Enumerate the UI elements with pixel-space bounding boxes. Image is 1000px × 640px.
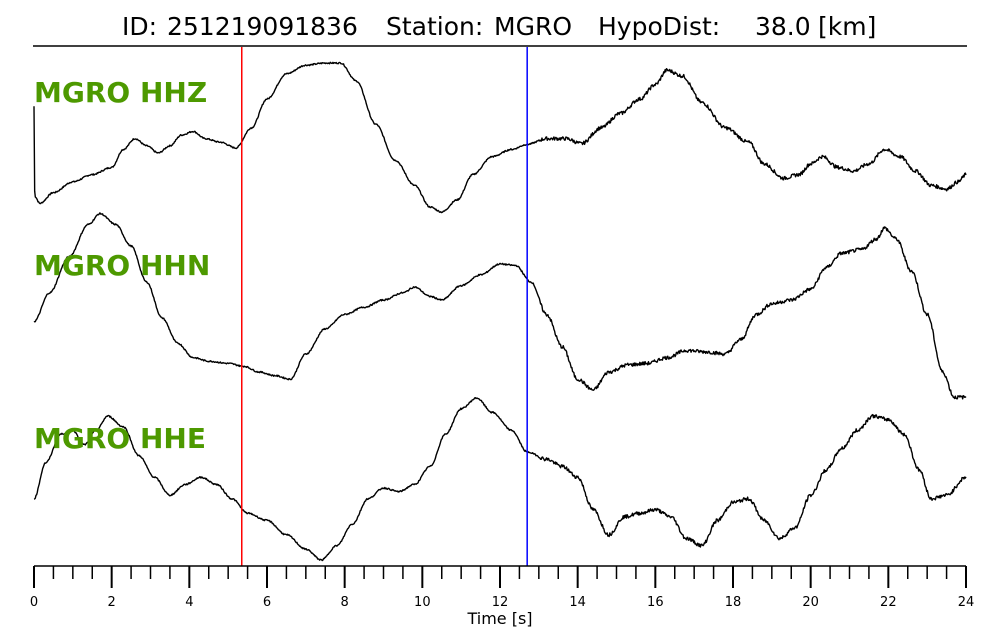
channel-label-2: MGRO HHN (34, 249, 210, 282)
marker-lines-layer (241, 47, 528, 566)
x-tick-label: 18 (725, 595, 742, 610)
title-group: ID: 251219091836 Station: MGRO HypoDist:… (122, 12, 876, 41)
title-distance-label: HypoDist: (598, 12, 720, 41)
x-axis-label: Time [s] (466, 609, 532, 628)
channel-labels-layer: MGRO HHZ MGRO HHN MGRO HHE (34, 76, 210, 455)
time-axis: 0 2 4 6 8 10 12 14 16 18 20 22 24 (30, 565, 975, 610)
title-station-value: MGRO (494, 12, 572, 41)
title-distance-unit: [km] (818, 12, 876, 41)
channel-label-3: MGRO HHE (34, 422, 206, 455)
trace-line-3 (33, 397, 967, 562)
x-tick-label: 16 (647, 595, 664, 610)
x-tick-label: 24 (958, 595, 975, 610)
x-tick-label: 6 (263, 595, 271, 610)
x-tick-label: 20 (802, 595, 819, 610)
trace-line-1 (33, 61, 967, 214)
x-tick-label: 2 (108, 595, 116, 610)
x-tick-label: 12 (492, 595, 509, 610)
x-tick-label: 14 (569, 595, 586, 610)
title-id-value: 251219091836 (167, 12, 358, 41)
x-tick-label: 22 (880, 595, 897, 610)
x-tick-label: 0 (30, 595, 38, 610)
trace-line-2 (33, 212, 967, 400)
title-station-label: Station: (386, 12, 483, 41)
x-tick-label: 8 (341, 595, 349, 610)
x-tick-label: 10 (414, 595, 431, 610)
channel-label-1: MGRO HHZ (34, 76, 207, 109)
traces-layer (33, 61, 967, 562)
title-id-label: ID: (122, 12, 157, 41)
title-distance-value: 38.0 (755, 12, 811, 41)
x-tick-label: 4 (185, 595, 193, 610)
